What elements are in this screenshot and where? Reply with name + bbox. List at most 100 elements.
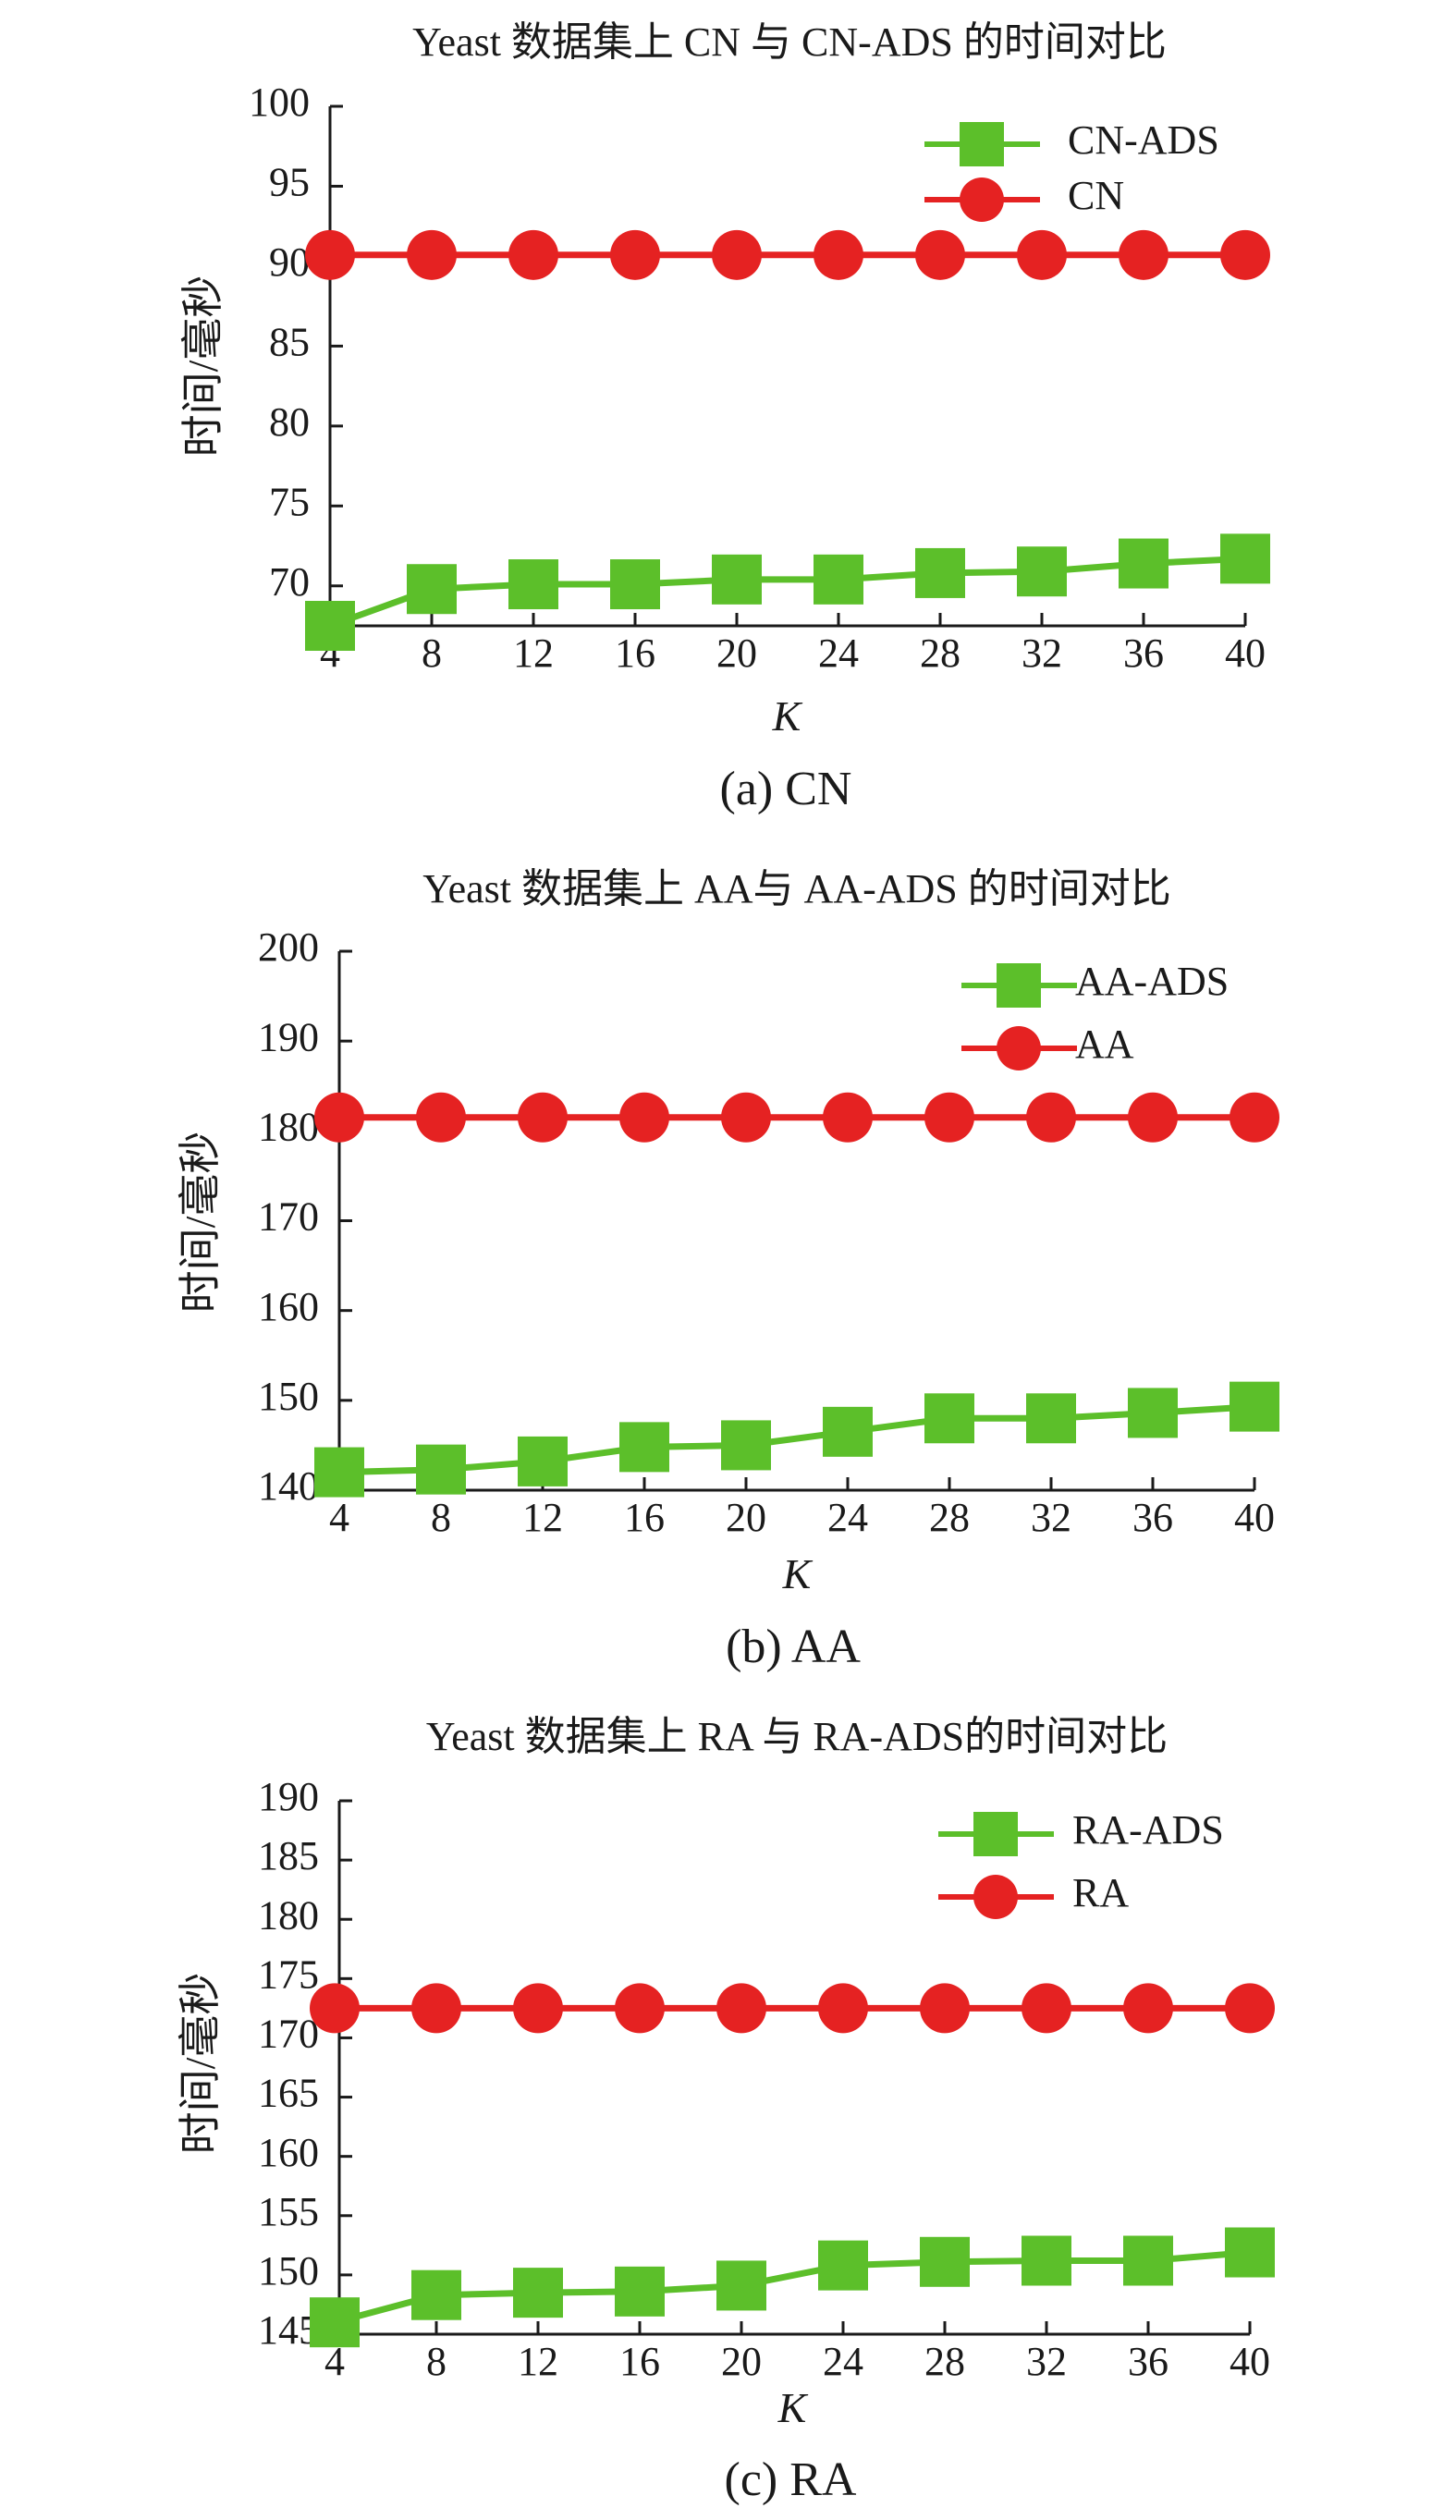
x-tick-label: 8 [426, 2339, 447, 2384]
y-tick-label: 90 [269, 239, 310, 285]
y-axis-label: 时间/毫秒 [177, 1132, 224, 1314]
y-tick-label: 155 [258, 2189, 319, 2234]
data-point-CN-ADS [508, 559, 558, 610]
data-point-AA [721, 1092, 771, 1143]
chart-panel-1: Yeast 数据集上 CN 与 CN-ADS 的时间对比 70 75 80 85 90 95… [179, 19, 1270, 815]
chart-title: Yeast 数据集上 AA与 AA-ADS 的时间对比 [422, 866, 1171, 911]
panel-caption: (b) AA [726, 1621, 861, 1673]
panel-caption: (a) CN [720, 763, 852, 815]
data-point-CN [915, 229, 965, 280]
legend-marker-circle [960, 177, 1004, 222]
data-point-AA-ADS [518, 1436, 568, 1486]
data-point-RA [920, 1983, 970, 2034]
data-point-CN-ADS [1017, 546, 1067, 597]
legend-marker-square [960, 122, 1004, 166]
y-tick-label: 145 [258, 2307, 319, 2353]
y-tick-label: 180 [258, 1892, 319, 1938]
data-point-CN [814, 229, 863, 280]
x-axis-label: K [772, 692, 803, 740]
y-tick-label: 190 [258, 1014, 319, 1059]
x-tick-label: 12 [522, 1495, 563, 1540]
legend-marker-square [973, 1812, 1018, 1856]
legend-label: RA [1072, 1870, 1129, 1915]
x-tick-label: 24 [827, 1495, 868, 1540]
data-point-RA [310, 1983, 360, 2034]
y-tick-label: 200 [258, 924, 319, 970]
chart-title: Yeast 数据集上 RA 与 RA-ADS的时间对比 [426, 1714, 1168, 1759]
data-point-AA-ADS [314, 1447, 364, 1498]
data-point-CN [1017, 229, 1067, 280]
data-point-CN [712, 229, 762, 280]
x-tick-label: 24 [818, 630, 859, 676]
chart-title: Yeast 数据集上 CN 与 CN-ADS 的时间对比 [412, 19, 1167, 65]
data-point-AA [416, 1092, 466, 1143]
x-tick-label: 36 [1132, 1495, 1173, 1540]
data-point-RA [411, 1983, 461, 2034]
series-line-RA-ADS [334, 2249, 1251, 2326]
legend-marker-circle [997, 1026, 1041, 1070]
data-point-RA [615, 1983, 665, 2034]
x-tick-label: 20 [726, 1495, 766, 1540]
data-point-CN [1220, 229, 1270, 280]
data-point-AA-ADS [619, 1422, 669, 1473]
data-point-CN-ADS [610, 559, 660, 610]
x-axis-label: K [777, 2384, 809, 2431]
data-point-CN [508, 229, 558, 280]
y-tick-label: 160 [258, 2130, 319, 2175]
x-tick-label: 20 [716, 630, 757, 676]
y-axis-label: 时间/毫秒 [177, 1973, 224, 2155]
x-tick-label: 8 [422, 630, 442, 676]
data-point-CN-ADS [305, 601, 355, 651]
data-point-AA [619, 1092, 669, 1143]
y-tick-label: 190 [258, 1774, 319, 1819]
data-point-CN [610, 229, 660, 280]
x-tick-label: 36 [1123, 630, 1164, 676]
data-point-RA-ADS [513, 2268, 563, 2318]
y-tick-label: 150 [258, 1374, 319, 1419]
y-tick-label: 170 [258, 2012, 319, 2057]
x-tick-label: 32 [1026, 2339, 1067, 2384]
data-point-AA-ADS [1128, 1388, 1178, 1438]
x-tick-label: 32 [1022, 630, 1062, 676]
x-tick-label: 4 [324, 2339, 345, 2384]
x-tick-label: 36 [1128, 2339, 1168, 2384]
x-tick-label: 28 [924, 2339, 965, 2384]
y-tick-label: 95 [269, 160, 310, 205]
data-point-RA-ADS [1022, 2235, 1071, 2286]
y-tick-label: 150 [258, 2248, 319, 2294]
y-tick-label: 100 [249, 80, 310, 125]
legend-label: RA-ADS [1072, 1807, 1224, 1853]
y-tick-label: 185 [258, 1833, 319, 1878]
series-line-CN-ADS [328, 555, 1246, 630]
data-point-RA-ADS [818, 2240, 868, 2291]
data-point-RA [818, 1983, 868, 2034]
y-tick-label: 140 [258, 1463, 319, 1509]
data-point-AA [518, 1092, 568, 1143]
y-tick-label: 180 [258, 1104, 319, 1149]
x-tick-label: 16 [615, 630, 655, 676]
legend-label: AA [1075, 1021, 1134, 1067]
data-point-RA-ADS [411, 2269, 461, 2320]
data-point-RA [1225, 1983, 1275, 2034]
data-point-CN-ADS [1220, 533, 1270, 584]
y-axis-label: 时间/毫秒 [179, 275, 226, 458]
y-tick-label: 85 [269, 319, 310, 364]
data-point-AA-ADS [721, 1420, 771, 1471]
data-point-RA-ADS [920, 2236, 970, 2287]
data-point-RA [716, 1983, 766, 2034]
data-point-RA-ADS [615, 2266, 665, 2317]
data-point-CN [407, 229, 457, 280]
x-tick-label: 32 [1031, 1495, 1071, 1540]
x-tick-label: 16 [619, 2339, 660, 2384]
series-line-AA-ADS [338, 1403, 1255, 1476]
data-point-AA [1128, 1092, 1178, 1143]
data-point-RA [513, 1983, 563, 2034]
y-tick-label: 80 [269, 399, 310, 445]
panel-caption: (c) RA [725, 2453, 857, 2506]
y-tick-label: 165 [258, 2071, 319, 2116]
data-point-AA-ADS [416, 1444, 466, 1495]
data-point-CN-ADS [407, 564, 457, 615]
x-tick-label: 24 [823, 2339, 863, 2384]
x-tick-label: 12 [513, 630, 554, 676]
data-point-AA-ADS [1026, 1393, 1076, 1444]
